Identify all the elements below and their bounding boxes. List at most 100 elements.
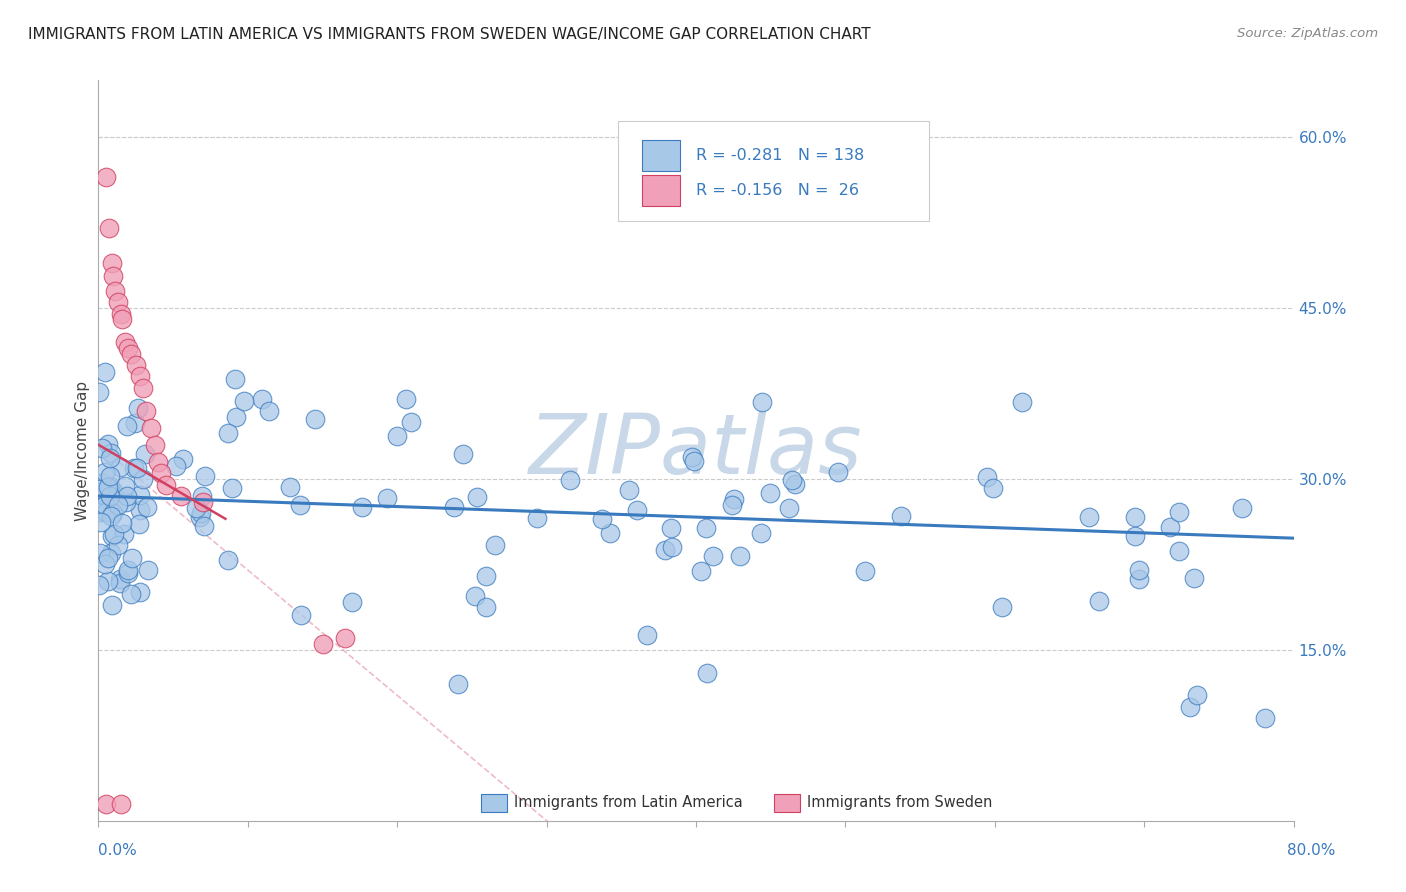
Point — [290, 608, 312, 623]
Bar — [481, 794, 508, 812]
Point — [976, 469, 998, 483]
Point — [120, 346, 142, 360]
Point — [97, 437, 120, 451]
Point — [107, 498, 129, 512]
Point — [111, 516, 134, 531]
Point — [783, 476, 806, 491]
Text: R = -0.156   N =  26: R = -0.156 N = 26 — [696, 183, 859, 198]
Point — [169, 489, 191, 503]
Point — [136, 563, 159, 577]
Point — [661, 540, 683, 554]
Point — [94, 557, 117, 571]
Point — [617, 483, 640, 497]
Point — [94, 366, 117, 380]
Point — [97, 480, 120, 494]
Point — [100, 599, 122, 613]
Point — [134, 446, 156, 460]
Point — [100, 529, 122, 543]
Point — [94, 489, 117, 503]
Point — [484, 538, 506, 552]
Point — [135, 403, 157, 417]
Point — [288, 498, 311, 512]
Point — [350, 500, 373, 514]
Point — [143, 438, 166, 452]
Point — [114, 335, 136, 350]
Point — [780, 473, 803, 487]
Point — [132, 472, 155, 486]
Point — [683, 453, 706, 467]
Point — [128, 488, 150, 502]
Text: Immigrants from Latin America: Immigrants from Latin America — [515, 796, 742, 810]
Point — [108, 460, 131, 475]
Text: IMMIGRANTS FROM LATIN AMERICA VS IMMIGRANTS FROM SWEDEN WAGE/INCOME GAP CORRELAT: IMMIGRANTS FROM LATIN AMERICA VS IMMIGRA… — [28, 27, 870, 42]
Point — [136, 500, 159, 514]
Point — [453, 446, 475, 460]
Point — [217, 426, 239, 441]
Point — [89, 484, 111, 499]
Point — [749, 526, 772, 541]
Point — [1123, 509, 1146, 524]
Text: 80.0%: 80.0% — [1288, 843, 1336, 858]
Bar — [773, 794, 800, 812]
Point — [127, 401, 149, 416]
Point — [385, 429, 408, 443]
Point — [233, 393, 256, 408]
Point — [104, 284, 127, 298]
Point — [395, 392, 418, 407]
Point — [304, 411, 326, 425]
Point — [721, 498, 744, 512]
Point — [148, 455, 170, 469]
Point — [186, 500, 208, 515]
Point — [659, 520, 682, 534]
Point — [155, 477, 177, 491]
Point — [225, 410, 247, 425]
Point — [103, 506, 125, 520]
Point — [443, 500, 465, 514]
Point — [125, 461, 148, 475]
Text: ZIPatlas: ZIPatlas — [529, 410, 863, 491]
Point — [728, 549, 751, 563]
Point — [108, 573, 131, 587]
Point — [172, 451, 194, 466]
Point — [1159, 520, 1181, 534]
Point — [681, 450, 703, 464]
Point — [89, 482, 111, 496]
Point — [128, 517, 150, 532]
Point — [1167, 505, 1189, 519]
Point — [115, 495, 138, 509]
Point — [87, 384, 110, 399]
Point — [465, 491, 488, 505]
Point — [311, 637, 333, 651]
Point — [128, 585, 150, 599]
Point — [1254, 711, 1277, 725]
Y-axis label: Wage/Income Gap: Wage/Income Gap — [75, 380, 90, 521]
Point — [93, 466, 115, 480]
Point — [475, 569, 498, 583]
Point — [97, 550, 120, 565]
Point — [464, 589, 486, 603]
Point — [107, 538, 129, 552]
Point — [89, 546, 111, 560]
Point — [475, 600, 498, 615]
Point — [117, 563, 139, 577]
Point — [194, 469, 217, 483]
Point — [98, 468, 121, 483]
Point — [132, 381, 155, 395]
Point — [1182, 570, 1205, 584]
Point — [125, 358, 148, 372]
Point — [94, 170, 117, 185]
Point — [252, 392, 274, 407]
Point — [114, 526, 136, 541]
Point — [190, 489, 212, 503]
Point — [401, 415, 423, 429]
Point — [98, 479, 121, 493]
Point — [259, 403, 281, 417]
Point — [107, 295, 129, 310]
Point — [97, 574, 120, 589]
Point — [110, 797, 132, 811]
Point — [447, 677, 470, 691]
Point — [778, 500, 800, 515]
Point — [103, 269, 125, 284]
Point — [1123, 529, 1146, 543]
Point — [636, 628, 658, 642]
